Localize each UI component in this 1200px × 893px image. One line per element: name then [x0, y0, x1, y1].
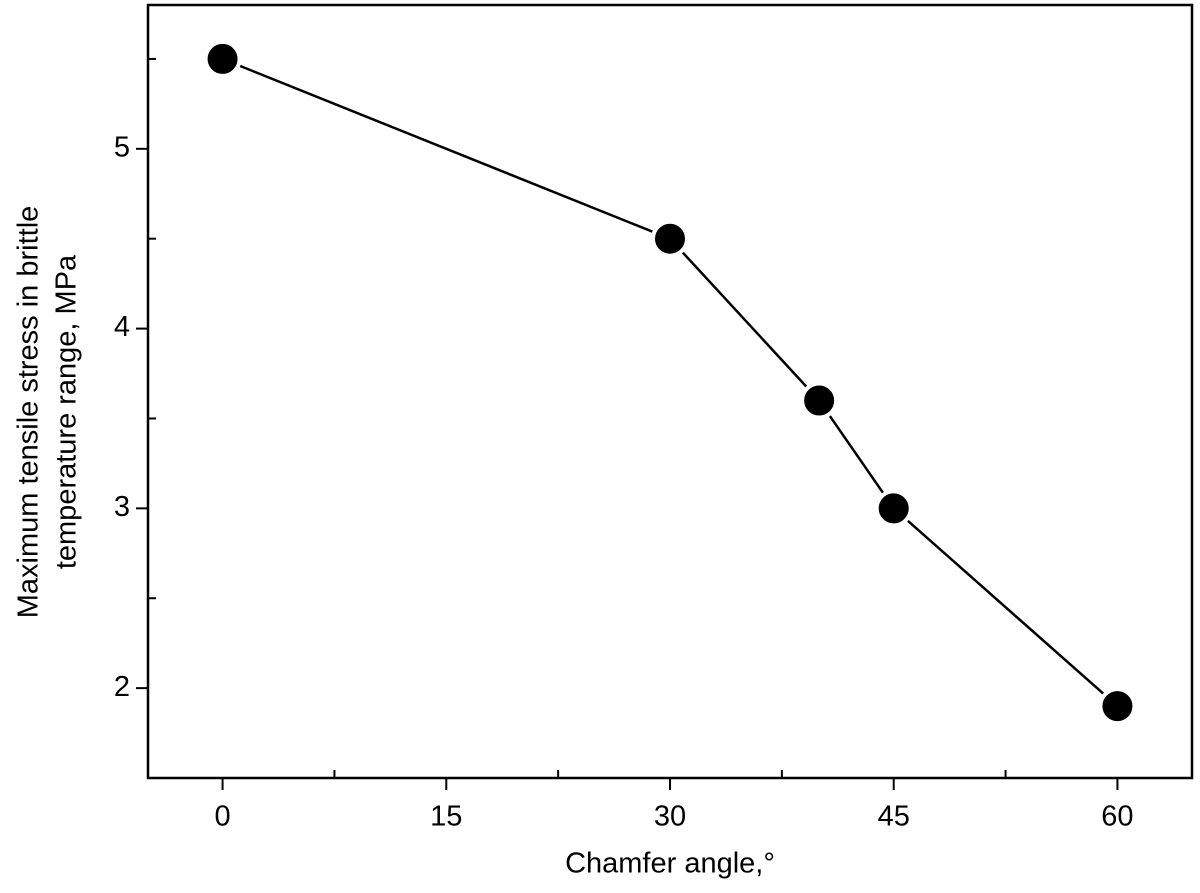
data-point: [1098, 687, 1137, 726]
data-point: [203, 39, 242, 78]
x-tick-label: 45: [878, 801, 910, 833]
y-tick-label: 2: [114, 671, 130, 703]
y-axis-label-line: Maximum tensile stress in brittle: [13, 206, 45, 619]
plot-frame: [146, 3, 1194, 780]
x-tick-label: 60: [1101, 801, 1133, 833]
y-tick-label: 5: [114, 131, 130, 163]
x-tick-label: 0: [215, 801, 231, 833]
data-point: [800, 381, 839, 420]
x-tick-label: 30: [654, 801, 686, 833]
x-tick-label: 15: [430, 801, 462, 833]
data-point: [651, 219, 689, 258]
x-axis-label: Chamfer angle,°: [565, 848, 775, 880]
data-point: [874, 489, 913, 528]
y-axis-label: Maximum tensile stress in brittle temper…: [13, 206, 83, 619]
y-tick-label: 3: [114, 491, 130, 523]
series-line: [222, 57, 1119, 708]
y-axis-label-line: temperature range, MPa: [51, 254, 83, 569]
y-tick-label: 4: [114, 311, 130, 343]
